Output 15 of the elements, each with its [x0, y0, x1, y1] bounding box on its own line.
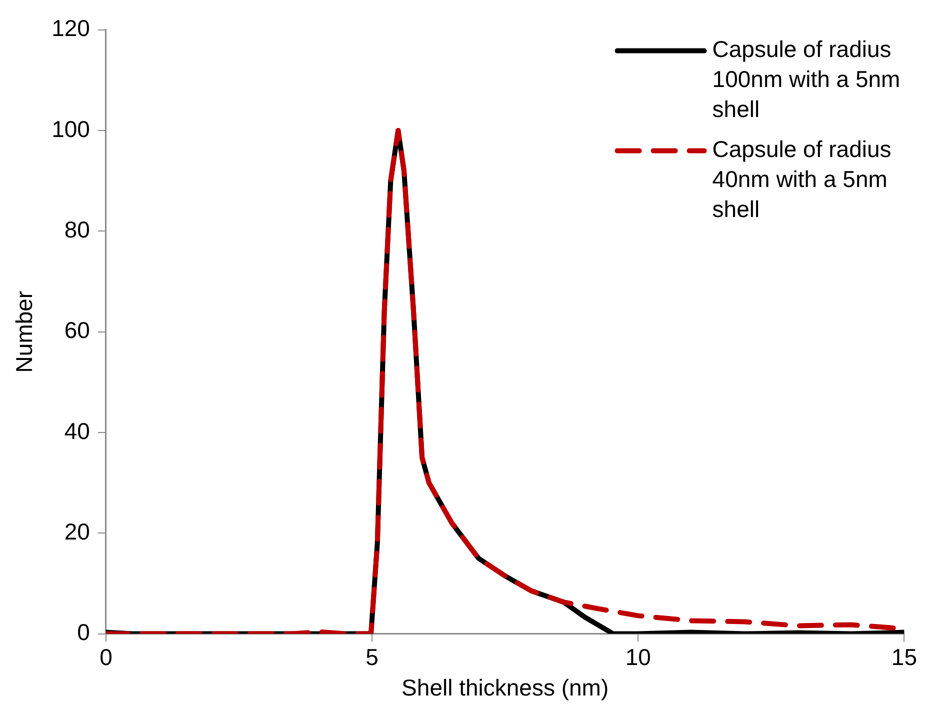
x-tick-label: 5	[366, 644, 378, 670]
y-tick-label: 40	[64, 418, 90, 444]
x-tick-label: 10	[625, 644, 651, 670]
x-tick-label: 15	[891, 644, 918, 670]
legend-label: Capsule of radius 40nm with a 5nm shell	[712, 136, 892, 222]
y-tick-label: 80	[64, 216, 90, 242]
y-tick-label: 0	[77, 619, 90, 646]
y-tick-label: 100	[52, 116, 90, 142]
x-axis-title: Shell thickness (nm)	[402, 674, 609, 701]
y-tick-label: 20	[64, 518, 90, 544]
x-tick-label: 0	[100, 644, 112, 670]
y-tick-label: 120	[52, 15, 90, 42]
y-axis-title: Number	[11, 290, 38, 373]
legend-label: Capsule of radius 100nm with a 5nm shell	[712, 36, 900, 122]
y-tick-label: 60	[64, 317, 90, 344]
